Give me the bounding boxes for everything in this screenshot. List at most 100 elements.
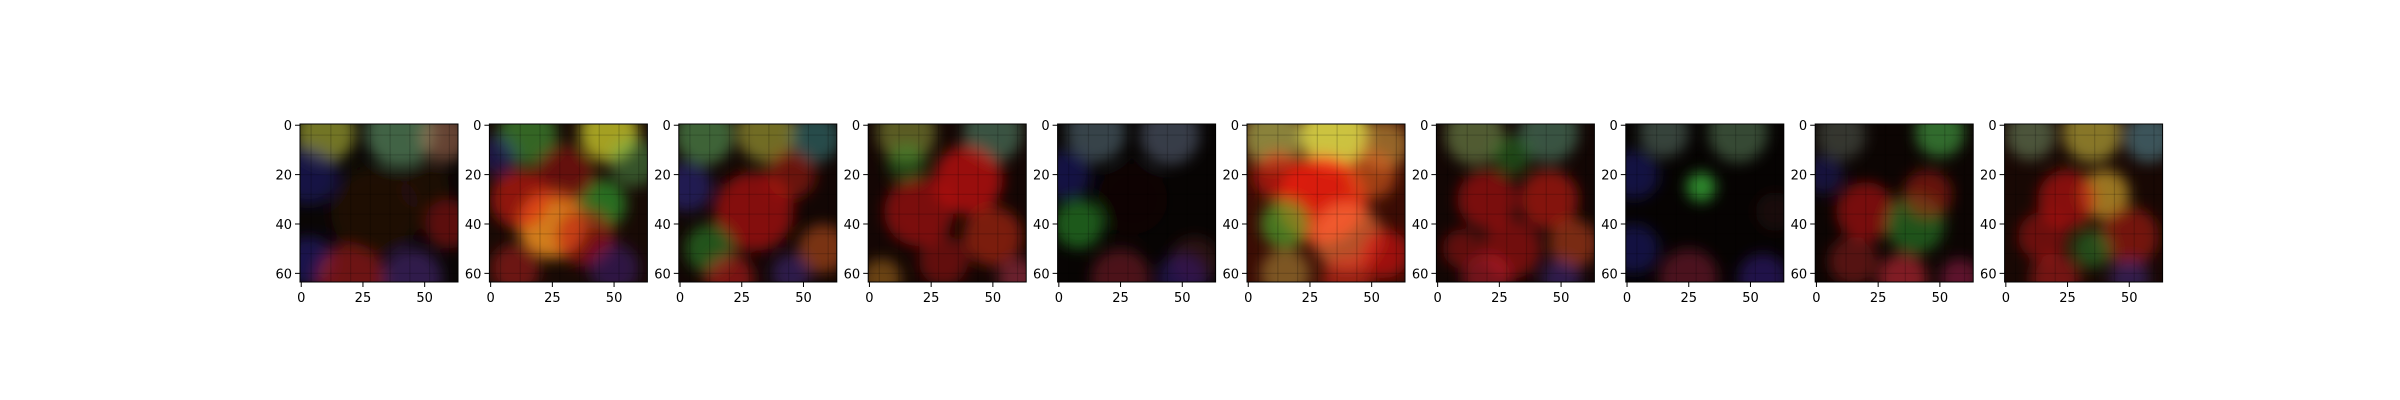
y-tick-label: 20 <box>1222 169 1239 184</box>
image-blob <box>489 135 518 175</box>
y-tick-label: 40 <box>844 218 861 233</box>
x-tick-label: 50 <box>1363 291 1380 306</box>
y-tick-label: 20 <box>1791 169 1808 184</box>
image-blob <box>2072 228 2112 269</box>
x-tick-label: 25 <box>1491 291 1508 306</box>
y-tick-label: 40 <box>465 218 482 233</box>
image-blob <box>963 206 1023 266</box>
axes-frame <box>1435 123 1595 283</box>
y-tick-label: 40 <box>1033 218 1050 233</box>
image-blob <box>1519 169 1579 229</box>
image-blob <box>1755 191 1784 232</box>
image-blob <box>2062 124 2122 163</box>
subplot-6: 0 25 50 0 20 40 60 <box>1222 119 1406 306</box>
axes-frame <box>867 123 1027 283</box>
y-tick-label: 40 <box>1222 218 1239 233</box>
image-blob <box>399 162 450 212</box>
image-blob <box>1659 248 1719 282</box>
image-blob <box>1260 199 1310 249</box>
y-tick-label: 20 <box>844 169 861 184</box>
image-blob <box>1491 135 1532 175</box>
axes-frame <box>1057 123 1217 283</box>
image-blob <box>766 149 816 200</box>
y-tick-label: 60 <box>465 267 482 282</box>
image-6 <box>1247 124 1405 282</box>
x-tick-label: 25 <box>2059 291 2076 306</box>
axes-frame <box>678 123 838 283</box>
image-blob <box>1708 124 1768 163</box>
x-tick-label: 0 <box>1244 291 1252 306</box>
image-blob <box>419 124 458 163</box>
image-blob <box>2030 253 2080 282</box>
y-tick-label: 60 <box>1980 267 1997 282</box>
y-tick-label: 40 <box>1791 218 1808 233</box>
image-blob <box>1548 219 1595 269</box>
y-tick-label: 0 <box>473 119 481 134</box>
x-tick-label: 50 <box>1742 291 1759 306</box>
image-blob <box>1639 124 1689 158</box>
y-tick-label: 40 <box>1412 218 1429 233</box>
subplot-5: 0 25 50 0 20 40 60 <box>1033 119 1217 306</box>
x-tick-label: 0 <box>1812 291 1820 306</box>
subplot-10: 0 25 50 0 20 40 60 <box>1980 119 2164 306</box>
y-tick-label: 60 <box>1412 267 1429 282</box>
x-tick-label: 25 <box>1302 291 1319 306</box>
axes-frame <box>1246 123 1406 283</box>
y-tick-label: 20 <box>654 169 671 184</box>
image-blob <box>2005 124 2056 160</box>
subplot-grid: 0 25 50 0 20 40 60 0 25 50 0 20 40 60 0 25 50 0 20 40 60 0 25 5… <box>275 119 2164 306</box>
x-tick-label: 0 <box>486 291 494 306</box>
image-blob <box>1445 124 1505 165</box>
y-tick-label: 0 <box>1610 119 1618 134</box>
image-3 <box>678 124 837 282</box>
x-tick-label: 25 <box>544 291 561 306</box>
image-blob <box>535 144 595 205</box>
image-blob <box>382 248 442 282</box>
y-tick-label: 0 <box>284 119 292 134</box>
image-blob <box>1098 164 1168 234</box>
x-tick-label: 25 <box>1680 291 1697 306</box>
y-tick-label: 20 <box>275 169 292 184</box>
image-blob <box>1686 172 1716 202</box>
x-tick-label: 50 <box>416 291 433 306</box>
subplot-3: 0 25 50 0 20 40 60 <box>654 119 838 306</box>
subplot-9: 0 25 50 0 20 40 60 <box>1791 119 1974 306</box>
axes-frame <box>488 123 648 283</box>
image-blob <box>1462 253 1512 282</box>
y-tick-label: 40 <box>1980 218 1997 233</box>
image-blob <box>1157 253 1207 282</box>
image-8 <box>1625 124 1784 282</box>
image-4 <box>868 124 1027 282</box>
image-blob <box>1066 124 1126 163</box>
image-blob <box>933 144 1003 215</box>
image-blob <box>589 243 639 282</box>
x-tick-label: 50 <box>1553 291 1570 306</box>
image-blob <box>1915 124 1965 158</box>
image-blob <box>678 124 735 165</box>
image-7 <box>1436 124 1595 282</box>
y-tick-label: 20 <box>465 169 482 184</box>
subplot-2: 0 25 50 0 20 40 60 <box>465 119 648 306</box>
x-tick-label: 50 <box>795 291 812 306</box>
x-tick-label: 50 <box>2121 291 2138 306</box>
image-blob <box>1057 199 1104 249</box>
image-blob <box>678 162 713 212</box>
image-1 <box>300 124 458 282</box>
image-blob <box>1625 223 1660 274</box>
subplot-8: 0 25 50 0 20 40 60 <box>1601 119 1785 306</box>
x-tick-label: 25 <box>355 291 372 306</box>
y-tick-label: 0 <box>1041 119 1049 134</box>
x-tick-label: 25 <box>923 291 940 306</box>
y-tick-label: 20 <box>1412 169 1429 184</box>
y-tick-label: 20 <box>1601 169 1618 184</box>
y-tick-label: 0 <box>1420 119 1428 134</box>
y-tick-label: 60 <box>844 267 861 282</box>
image-blob <box>1359 228 1405 279</box>
image-blob <box>1090 248 1151 282</box>
y-tick-label: 60 <box>1601 267 1618 282</box>
image-blob <box>1939 258 1974 282</box>
image-blob <box>2099 206 2159 266</box>
x-tick-label: 0 <box>297 291 305 306</box>
image-blob <box>704 253 755 282</box>
